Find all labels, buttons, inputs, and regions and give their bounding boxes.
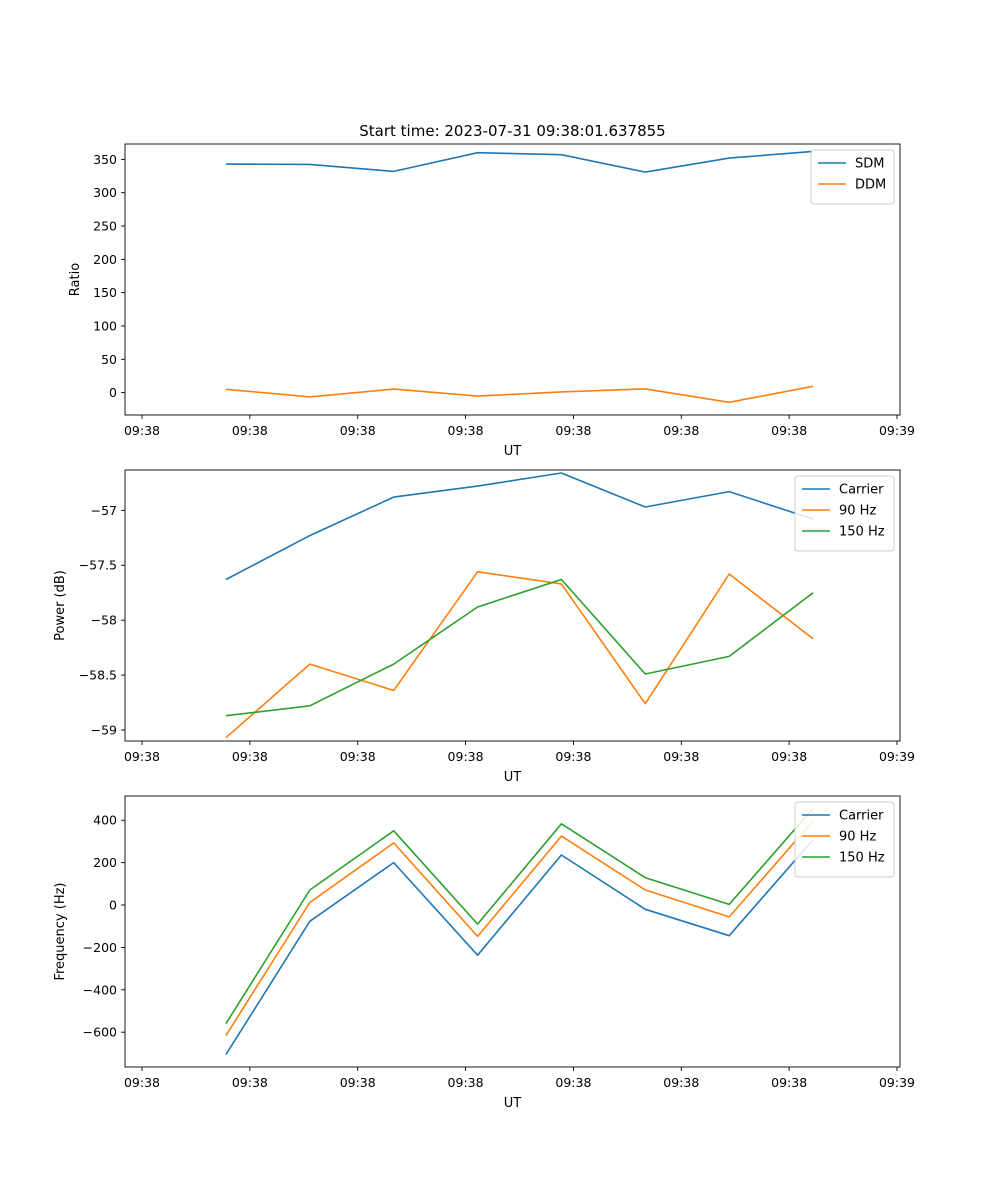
x-tick-label: 09:38	[663, 749, 699, 764]
y-tick-label: 50	[101, 352, 117, 367]
y-tick-label: 150	[93, 285, 117, 300]
x-tick-label: 09:38	[232, 423, 268, 438]
legend-label: DDM	[855, 178, 886, 193]
x-tick-label: 09:38	[771, 749, 807, 764]
x-tick-label: 09:38	[448, 1075, 484, 1090]
series-line-ddm	[225, 385, 814, 404]
legend: Carrier 90 Hz 150 Hz	[794, 801, 895, 878]
x-tick-label: 09:38	[340, 1075, 376, 1090]
y-tick-label: −400	[83, 982, 117, 997]
x-tick-label: 09:38	[448, 749, 484, 764]
chart-panel-3: 09:38 09:38 09:38 09:38 09:38 09:38 09:38 09:39…	[53, 795, 915, 1111]
series-line-sdm	[225, 150, 814, 173]
y-tick-label: 200	[93, 252, 117, 267]
y-tick-label: −58.5	[79, 668, 117, 683]
series-line-90-hz	[225, 820, 814, 1037]
axes-frame	[124, 469, 901, 742]
legend-box	[794, 801, 895, 878]
x-tick-label: 09:38	[555, 423, 591, 438]
x-tick-label: 09:38	[124, 749, 160, 764]
x-tick-label: 09:38	[124, 1075, 160, 1090]
legend-label: 150 Hz	[839, 851, 885, 866]
legend-label: 90 Hz	[839, 830, 876, 845]
x-tick-label: 09:38	[663, 1075, 699, 1090]
y-axis-label: Frequency (Hz)	[53, 882, 68, 980]
chart-panel-1: Start time: 2023-07-31 09:38:01.637855 09…	[68, 122, 915, 459]
x-tick-label: 09:38	[771, 423, 807, 438]
x-tick-label: 09:38	[340, 423, 376, 438]
series-line-150-hz	[225, 807, 814, 1025]
legend-label: 150 Hz	[839, 525, 885, 540]
y-axis-label: Power (dB)	[53, 570, 68, 641]
x-tick-label: 09:39	[879, 749, 915, 764]
legend-box	[794, 475, 895, 552]
legend: SDM DDM	[810, 149, 895, 205]
x-tick-label: 09:38	[771, 1075, 807, 1090]
x-tick-label: 09:38	[448, 423, 484, 438]
y-axis-label: Ratio	[68, 263, 83, 296]
series-line-carrier	[225, 472, 814, 581]
y-tick-label: 100	[93, 318, 117, 333]
axes-frame	[124, 143, 901, 416]
series-line-90-hz	[225, 570, 814, 739]
y-tick-label: −58	[91, 613, 117, 628]
y-tick-label: −200	[83, 940, 117, 955]
y-tick-label: 200	[93, 855, 117, 870]
y-tick-label: 250	[93, 219, 117, 234]
y-tick-label: 350	[93, 152, 117, 167]
legend-label: Carrier	[839, 483, 884, 498]
series-line-carrier	[225, 839, 814, 1056]
y-tick-label: 0	[109, 898, 117, 913]
legend: Carrier 90 Hz 150 Hz	[794, 475, 895, 552]
x-tick-label: 09:38	[232, 1075, 268, 1090]
x-tick-label: 09:38	[232, 749, 268, 764]
legend-label: SDM	[855, 157, 884, 172]
legend-label: 90 Hz	[839, 504, 876, 519]
legend-label: Carrier	[839, 809, 884, 824]
x-tick-label: 09:38	[555, 749, 591, 764]
x-tick-label: 09:39	[879, 1075, 915, 1090]
y-tick-label: 0	[109, 385, 117, 400]
chart-title: Start time: 2023-07-31 09:38:01.637855	[359, 122, 665, 140]
x-tick-label: 09:38	[124, 423, 160, 438]
y-tick-label: 300	[93, 185, 117, 200]
x-tick-label: 09:39	[879, 423, 915, 438]
chart-panel-2: 09:38 09:38 09:38 09:38 09:38 09:38 09:38 09:39…	[53, 469, 915, 785]
y-tick-label: −57	[91, 503, 117, 518]
y-tick-label: −59	[91, 723, 117, 738]
x-axis-label: UT	[504, 1096, 522, 1111]
y-tick-label: −57.5	[79, 558, 117, 573]
y-tick-label: 400	[93, 813, 117, 828]
series-line-150-hz	[225, 578, 814, 717]
x-axis-label: UT	[504, 444, 522, 459]
x-tick-label: 09:38	[340, 749, 376, 764]
x-axis-label: UT	[504, 770, 522, 785]
x-tick-label: 09:38	[555, 1075, 591, 1090]
x-tick-label: 09:38	[663, 423, 699, 438]
y-tick-label: −600	[83, 1025, 117, 1040]
axes-frame	[124, 795, 901, 1068]
